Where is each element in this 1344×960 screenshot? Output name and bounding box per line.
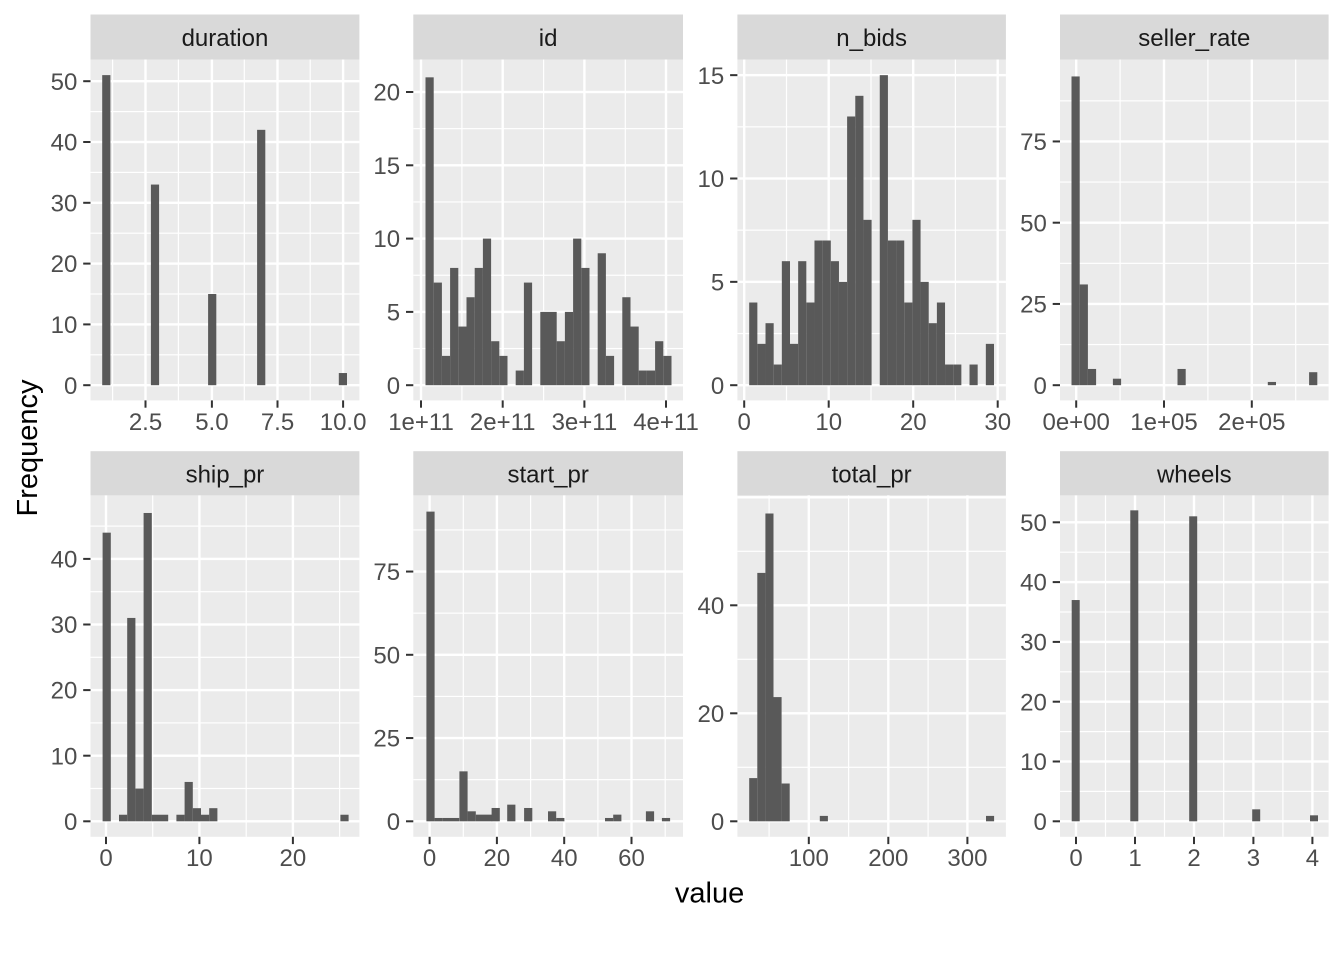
svg-text:2.5: 2.5 [129, 409, 162, 436]
svg-text:10: 10 [697, 166, 724, 193]
svg-text:2e+05: 2e+05 [1218, 409, 1285, 436]
svg-text:20: 20 [280, 845, 307, 872]
svg-text:0: 0 [64, 809, 77, 836]
svg-text:2: 2 [1187, 845, 1200, 872]
svg-text:1e+11: 1e+11 [388, 409, 454, 436]
svg-text:0: 0 [99, 845, 112, 872]
svg-text:20: 20 [373, 80, 400, 107]
svg-text:5.0: 5.0 [195, 409, 228, 436]
svg-text:300: 300 [947, 845, 987, 872]
svg-text:0: 0 [1069, 845, 1082, 872]
svg-text:40: 40 [1020, 570, 1047, 597]
svg-text:40: 40 [51, 130, 78, 157]
svg-text:0: 0 [711, 809, 724, 836]
svg-text:20: 20 [697, 701, 724, 728]
svg-text:duration: duration [182, 25, 269, 52]
svg-text:10: 10 [1020, 749, 1047, 776]
svg-text:50: 50 [51, 69, 78, 96]
svg-text:id: id [539, 25, 558, 52]
svg-text:Frequency: Frequency [12, 379, 44, 517]
svg-text:10.0: 10.0 [320, 409, 367, 436]
svg-text:60: 60 [618, 845, 645, 872]
svg-text:10: 10 [51, 743, 78, 770]
svg-text:15: 15 [373, 153, 400, 180]
svg-text:3e+11: 3e+11 [552, 409, 618, 436]
svg-text:seller_rate: seller_rate [1138, 25, 1250, 52]
svg-text:30: 30 [51, 612, 78, 639]
svg-text:value: value [675, 877, 744, 909]
svg-text:5: 5 [387, 300, 400, 327]
svg-text:0: 0 [423, 845, 436, 872]
svg-text:2e+11: 2e+11 [470, 409, 536, 436]
svg-text:5: 5 [711, 269, 724, 296]
svg-text:4: 4 [1306, 845, 1319, 872]
svg-text:0: 0 [711, 373, 724, 400]
svg-text:0: 0 [1033, 373, 1046, 400]
svg-text:10: 10 [815, 409, 842, 436]
svg-text:wheels: wheels [1156, 461, 1232, 488]
svg-text:40: 40 [551, 845, 578, 872]
svg-text:50: 50 [1020, 510, 1047, 537]
svg-text:1: 1 [1128, 845, 1141, 872]
svg-text:75: 75 [373, 559, 400, 586]
svg-text:40: 40 [51, 547, 78, 574]
svg-text:n_bids: n_bids [836, 25, 907, 52]
svg-text:0: 0 [1033, 809, 1046, 836]
svg-text:7.5: 7.5 [261, 409, 294, 436]
svg-text:30: 30 [1020, 630, 1047, 657]
svg-text:30: 30 [984, 409, 1011, 436]
svg-text:0: 0 [387, 809, 400, 836]
svg-text:10: 10 [186, 845, 213, 872]
svg-text:0e+00: 0e+00 [1042, 409, 1109, 436]
svg-text:20: 20 [1020, 689, 1047, 716]
svg-text:start_pr: start_pr [507, 461, 588, 488]
svg-text:4e+11: 4e+11 [633, 409, 699, 436]
svg-text:20: 20 [484, 845, 511, 872]
svg-text:0: 0 [387, 373, 400, 400]
svg-text:30: 30 [51, 190, 78, 217]
svg-text:0: 0 [738, 409, 751, 436]
svg-text:75: 75 [1020, 129, 1047, 156]
svg-text:0: 0 [64, 373, 77, 400]
svg-text:50: 50 [373, 642, 400, 669]
svg-text:15: 15 [697, 63, 724, 90]
svg-text:25: 25 [1020, 292, 1047, 319]
svg-text:200: 200 [868, 845, 908, 872]
svg-text:20: 20 [51, 678, 78, 705]
svg-text:1e+05: 1e+05 [1130, 409, 1197, 436]
svg-text:ship_pr: ship_pr [186, 461, 265, 488]
svg-text:40: 40 [697, 593, 724, 620]
svg-text:50: 50 [1020, 210, 1047, 237]
svg-text:3: 3 [1247, 845, 1260, 872]
svg-text:100: 100 [789, 845, 829, 872]
svg-text:20: 20 [900, 409, 927, 436]
svg-text:total_pr: total_pr [832, 461, 912, 488]
svg-text:10: 10 [373, 226, 400, 253]
svg-text:10: 10 [51, 312, 78, 339]
svg-text:25: 25 [373, 726, 400, 753]
svg-text:20: 20 [51, 251, 78, 278]
